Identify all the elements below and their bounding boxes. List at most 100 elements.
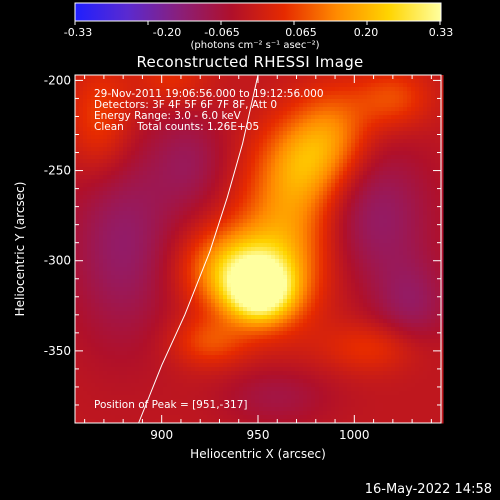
heatmap-cell bbox=[99, 387, 104, 392]
heatmap-cell bbox=[299, 247, 304, 252]
heatmap-cell bbox=[127, 267, 132, 272]
heatmap-cell bbox=[131, 379, 136, 384]
heatmap-cell bbox=[179, 223, 184, 228]
heatmap-cell bbox=[135, 251, 140, 256]
heatmap-cell bbox=[203, 283, 208, 288]
heatmap-cell bbox=[211, 331, 216, 336]
heatmap-cell bbox=[227, 207, 232, 212]
heatmap-cell bbox=[255, 267, 260, 272]
heatmap-cell bbox=[171, 259, 176, 264]
heatmap-cell bbox=[247, 231, 252, 236]
heatmap-cell bbox=[279, 411, 284, 416]
heatmap-cell bbox=[99, 323, 104, 328]
heatmap-cell bbox=[119, 415, 124, 420]
heatmap-cell bbox=[143, 155, 148, 160]
heatmap-cell bbox=[99, 407, 104, 412]
heatmap-cell bbox=[175, 123, 180, 128]
heatmap-cell bbox=[159, 271, 164, 276]
heatmap-cell bbox=[111, 207, 116, 212]
heatmap-cell bbox=[191, 207, 196, 212]
heatmap-cell bbox=[199, 231, 204, 236]
heatmap-cell bbox=[255, 235, 260, 240]
heatmap-cell bbox=[151, 395, 156, 400]
heatmap-cell bbox=[127, 339, 132, 344]
heatmap-cell bbox=[231, 359, 236, 364]
heatmap-cell bbox=[223, 103, 228, 108]
heatmap-cell bbox=[283, 307, 288, 312]
heatmap-cell bbox=[99, 307, 104, 312]
heatmap-cell bbox=[195, 99, 200, 104]
heatmap-cell bbox=[87, 131, 92, 136]
heatmap-cell bbox=[123, 263, 128, 268]
heatmap-cell bbox=[139, 231, 144, 236]
heatmap-cell bbox=[91, 215, 96, 220]
heatmap-cell bbox=[155, 263, 160, 268]
heatmap-cell bbox=[211, 303, 216, 308]
heatmap-cell bbox=[243, 275, 248, 280]
heatmap-cell bbox=[251, 235, 256, 240]
heatmap-cell bbox=[127, 155, 132, 160]
heatmap-cell bbox=[159, 95, 164, 100]
heatmap-cell bbox=[191, 395, 196, 400]
heatmap-cell bbox=[215, 407, 220, 412]
heatmap-cell bbox=[259, 119, 264, 124]
heatmap-cell bbox=[263, 163, 268, 168]
heatmap-cell bbox=[247, 239, 252, 244]
heatmap-cell bbox=[107, 79, 112, 84]
heatmap-cell bbox=[263, 107, 268, 112]
heatmap-cell bbox=[75, 271, 80, 276]
heatmap-cell bbox=[255, 375, 260, 380]
heatmap-cell bbox=[191, 339, 196, 344]
heatmap-cell bbox=[103, 295, 108, 300]
heatmap-cell bbox=[91, 119, 96, 124]
heatmap-cell bbox=[119, 147, 124, 152]
heatmap-cell bbox=[171, 191, 176, 196]
heatmap-cell bbox=[235, 215, 240, 220]
heatmap-cell bbox=[247, 291, 252, 296]
heatmap-cell bbox=[263, 331, 268, 336]
heatmap-cell bbox=[191, 203, 196, 208]
heatmap-cell bbox=[231, 347, 236, 352]
heatmap-cell bbox=[299, 103, 304, 108]
heatmap-cell bbox=[75, 407, 80, 412]
heatmap-cell bbox=[119, 127, 124, 132]
heatmap-cell bbox=[199, 195, 204, 200]
heatmap-cell bbox=[115, 99, 120, 104]
heatmap-cell bbox=[127, 175, 132, 180]
heatmap-cell bbox=[299, 375, 304, 380]
colorbar-tick-marks bbox=[74, 21, 441, 25]
heatmap-cell bbox=[291, 175, 296, 180]
heatmap-cell bbox=[299, 239, 304, 244]
heatmap-cell bbox=[111, 191, 116, 196]
heatmap-cell bbox=[115, 235, 120, 240]
heatmap-cell bbox=[175, 287, 180, 292]
heatmap-cell bbox=[147, 163, 152, 168]
heatmap-cell bbox=[139, 139, 144, 144]
heatmap-cell bbox=[163, 163, 168, 168]
heatmap-cell bbox=[215, 291, 220, 296]
heatmap-cell bbox=[215, 115, 220, 120]
heatmap-cell bbox=[95, 327, 100, 332]
heatmap-cell bbox=[223, 255, 228, 260]
heatmap-cell bbox=[127, 171, 132, 176]
heatmap-cell bbox=[191, 271, 196, 276]
heatmap-cell bbox=[115, 203, 120, 208]
heatmap-cell bbox=[219, 119, 224, 124]
heatmap-cell bbox=[127, 287, 132, 292]
heatmap-cell bbox=[135, 291, 140, 296]
heatmap-cell bbox=[203, 291, 208, 296]
heatmap-cell bbox=[95, 211, 100, 216]
heatmap-cell bbox=[235, 219, 240, 224]
heatmap-cell bbox=[219, 127, 224, 132]
heatmap-cell bbox=[191, 331, 196, 336]
heatmap-cell bbox=[139, 223, 144, 228]
heatmap-cell bbox=[147, 195, 152, 200]
heatmap-cell bbox=[255, 319, 260, 324]
heatmap-cell bbox=[239, 143, 244, 148]
heatmap-cell bbox=[199, 283, 204, 288]
heatmap-cell bbox=[87, 87, 92, 92]
heatmap-cell bbox=[251, 103, 256, 108]
heatmap-cell bbox=[135, 387, 140, 392]
heatmap-cell bbox=[127, 203, 132, 208]
heatmap-cell bbox=[131, 143, 136, 148]
